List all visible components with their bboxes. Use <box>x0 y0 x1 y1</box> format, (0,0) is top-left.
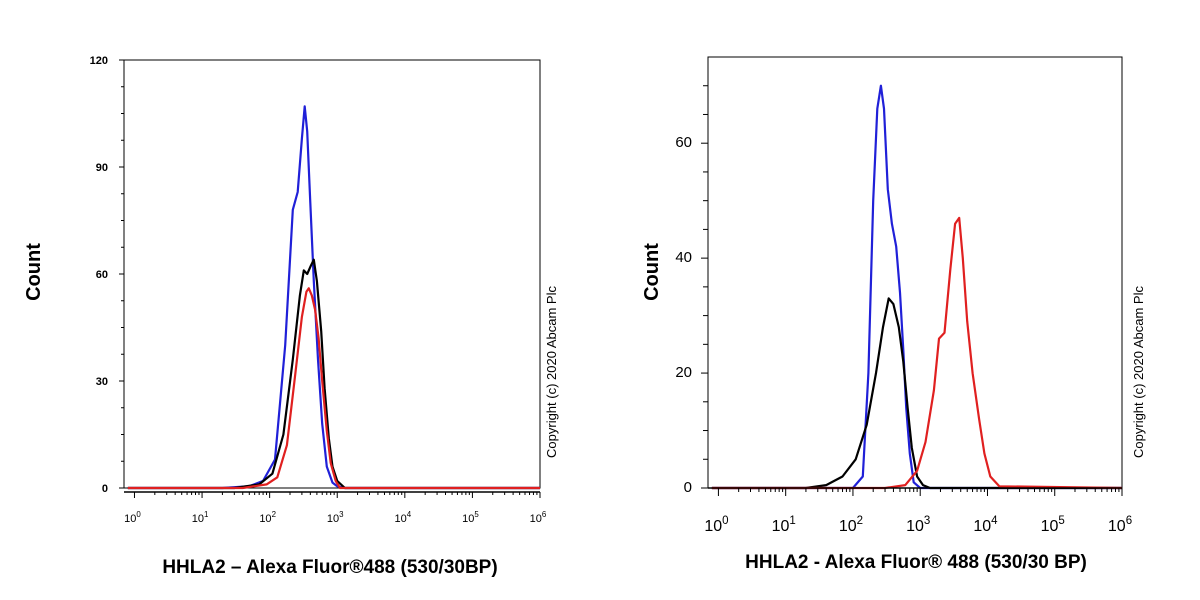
left-xtick-label-3: 103 <box>327 510 344 525</box>
right-series-0-line <box>711 84 1122 490</box>
left-series-group <box>127 105 540 490</box>
right-xtick-label-5: 105 <box>1041 515 1065 535</box>
left-xtick-label-6: 106 <box>530 510 547 525</box>
left-series-1-line <box>127 258 540 490</box>
right-xtick-label-4: 104 <box>973 515 998 535</box>
left-xtick-label-5: 105 <box>462 510 479 525</box>
right-series-group <box>711 84 1123 490</box>
left-xtick-label-4: 104 <box>394 510 411 525</box>
right-x-axis-label: HHLA2 - Alexa Fluor® 488 (530/30 BP) <box>745 552 1087 573</box>
left-ytick-label-2: 60 <box>96 269 108 281</box>
left-ytick-label-1: 30 <box>96 376 108 388</box>
left-plot-frame <box>123 59 541 489</box>
left-xtick-label-1: 101 <box>192 510 209 525</box>
left-y-axis-label: Count <box>23 243 45 301</box>
right-series-2-line <box>711 216 1123 490</box>
left-y-axis: 0 30 60 90 120 <box>90 55 124 495</box>
right-x-axis: 100 101 102 103 104 105 106 <box>704 487 1132 535</box>
right-ytick-label-3: 60 <box>675 134 692 151</box>
left-xtick-label-0: 100 <box>124 510 141 525</box>
left-ytick-label-0: 0 <box>102 483 108 495</box>
right-plot-frame <box>707 56 1123 489</box>
right-xtick-label-2: 102 <box>839 515 863 535</box>
left-x-axis: 100 101 102 103 104 105 106 <box>124 491 547 525</box>
right-ytick-label-0: 0 <box>684 479 692 496</box>
right-y-axis-label: Count <box>641 243 663 301</box>
left-series-2-line <box>127 287 540 490</box>
right-series-1-line <box>711 297 1122 490</box>
right-ytick-label-2: 40 <box>675 249 692 266</box>
right-ytick-label-1: 20 <box>675 364 692 381</box>
left-series-0-line <box>127 105 540 490</box>
right-xtick-label-3: 103 <box>906 515 930 535</box>
left-copyright-text: Copyright (c) 2020 Abcam Plc <box>544 286 559 458</box>
left-ytick-label-4: 120 <box>90 55 108 67</box>
right-xtick-label-0: 100 <box>704 515 728 535</box>
right-xtick-label-1: 101 <box>772 515 796 535</box>
right-y-axis: 0 20 40 60 <box>675 85 708 496</box>
right-copyright-text: Copyright (c) 2020 Abcam Plc <box>1131 286 1146 458</box>
left-x-axis-label: HHLA2 – Alexa Fluor®488 (530/30BP) <box>162 557 497 578</box>
right-xtick-label-6: 106 <box>1108 515 1132 535</box>
left-ytick-label-3: 90 <box>96 162 108 174</box>
right-histogram-panel: 0 20 40 60 100 101 102 103 104 105 106 Count HHLA… <box>641 56 1146 573</box>
left-histogram-panel: 0 30 60 90 120 100 101 102 103 104 105 106 Count H… <box>23 55 559 578</box>
left-xtick-label-2: 102 <box>259 510 276 525</box>
